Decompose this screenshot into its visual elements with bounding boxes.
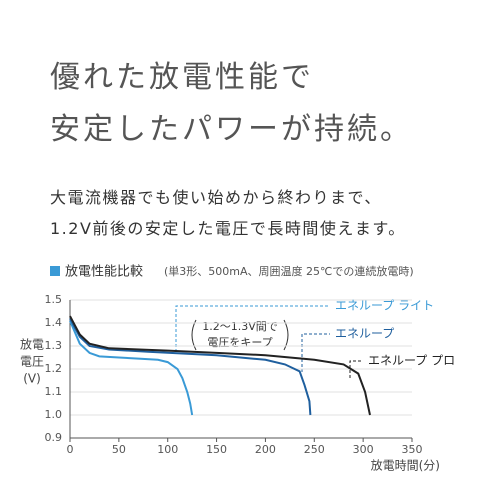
title-marker — [50, 266, 60, 276]
x-tick-label: 350 — [402, 443, 423, 456]
body-text: 大電流機器でも使い始めから終わりまで、 — [50, 188, 382, 207]
x-tick-label: 250 — [304, 443, 325, 456]
x-tick-label: 300 — [353, 443, 374, 456]
y-tick-label: 1.3 — [45, 339, 63, 352]
legend-label: エネループ ライト — [335, 299, 434, 313]
chart-title: 放電性能比較 — [65, 265, 143, 280]
y-tick-label: 1.2 — [45, 362, 63, 375]
leader-line — [349, 360, 362, 378]
y-axis-label: 電圧 — [20, 355, 44, 369]
y-tick-label: 1.1 — [45, 385, 63, 398]
y-tick-label: 1.4 — [45, 316, 63, 329]
headline: 安定したパワーが持続。 — [50, 112, 413, 147]
y-tick-label: 1.0 — [45, 408, 63, 421]
y-axis-label: (V) — [23, 372, 41, 386]
x-tick-label: 50 — [112, 443, 126, 456]
x-tick-label: 150 — [206, 443, 227, 456]
x-axis-label: 放電時間(分) — [371, 458, 440, 473]
x-tick-label: 0 — [67, 443, 74, 456]
annotation: 電圧をキープ — [207, 336, 272, 349]
legend-label: エネループ プロ — [368, 354, 455, 368]
y-axis-label: 放電 — [20, 337, 44, 352]
x-tick-label: 200 — [255, 443, 276, 456]
legend-label: エネループ — [335, 327, 394, 341]
chart-subtitle: (単3形、500mA、周囲温度 25℃での連続放電時) — [164, 264, 414, 278]
series-line — [69, 320, 194, 416]
series-line — [69, 317, 312, 416]
leader-line — [175, 305, 330, 352]
x-tick-label: 100 — [157, 443, 178, 456]
headline: 優れた放電性能で — [50, 60, 314, 95]
annotation: 1.2〜1.3V間で — [202, 320, 278, 333]
body-text: 1.2V前後の安定した電圧で長時間使えます。 — [50, 219, 406, 238]
leader-line — [301, 333, 330, 372]
y-tick-label: 1.5 — [45, 293, 63, 306]
y-tick-label: 0.9 — [45, 431, 63, 444]
series-line — [69, 315, 371, 416]
